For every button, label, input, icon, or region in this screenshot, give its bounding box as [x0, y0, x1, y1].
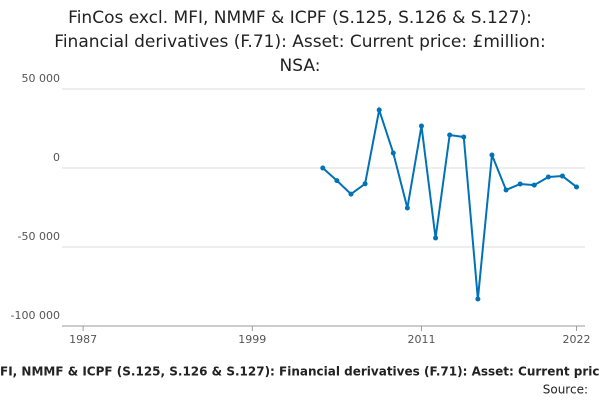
- point: [574, 184, 580, 190]
- point: [447, 132, 453, 138]
- point: [489, 152, 495, 158]
- point: [475, 296, 481, 302]
- y-tick-label: -100 000: [11, 309, 60, 322]
- y-tick-label: 0: [53, 151, 60, 164]
- x-tick-label: 2011: [407, 333, 435, 346]
- chart-title: Financial derivatives (F.71): Asset: Cur…: [54, 32, 545, 52]
- point: [362, 181, 368, 187]
- x-tick-label: 1999: [238, 333, 266, 346]
- x-tick-label: 1987: [69, 333, 97, 346]
- line: [322, 106, 578, 300]
- x-tick-label: 2022: [563, 333, 591, 346]
- point: [545, 174, 551, 180]
- point: [531, 182, 537, 188]
- chart-title: NSA:: [280, 56, 321, 76]
- point: [503, 187, 509, 193]
- point: [517, 181, 523, 187]
- point: [376, 107, 382, 113]
- y-tick-label: -50 000: [18, 230, 60, 243]
- point: [404, 205, 410, 211]
- point: [320, 165, 326, 171]
- point: [390, 150, 396, 156]
- point: [334, 178, 340, 184]
- point: [433, 235, 439, 241]
- y-tick-label: 50 000: [22, 72, 61, 85]
- point: [348, 191, 354, 197]
- point: [418, 123, 424, 129]
- source: Source:: [543, 383, 588, 397]
- chart-title: FinCos excl. MFI, NMMF & ICPF (S.125, S.…: [68, 8, 532, 28]
- caption: FI, NMMF & ICPF (S.125, S.126 & S.127): …: [0, 365, 600, 379]
- point: [461, 134, 467, 140]
- point: [559, 173, 565, 179]
